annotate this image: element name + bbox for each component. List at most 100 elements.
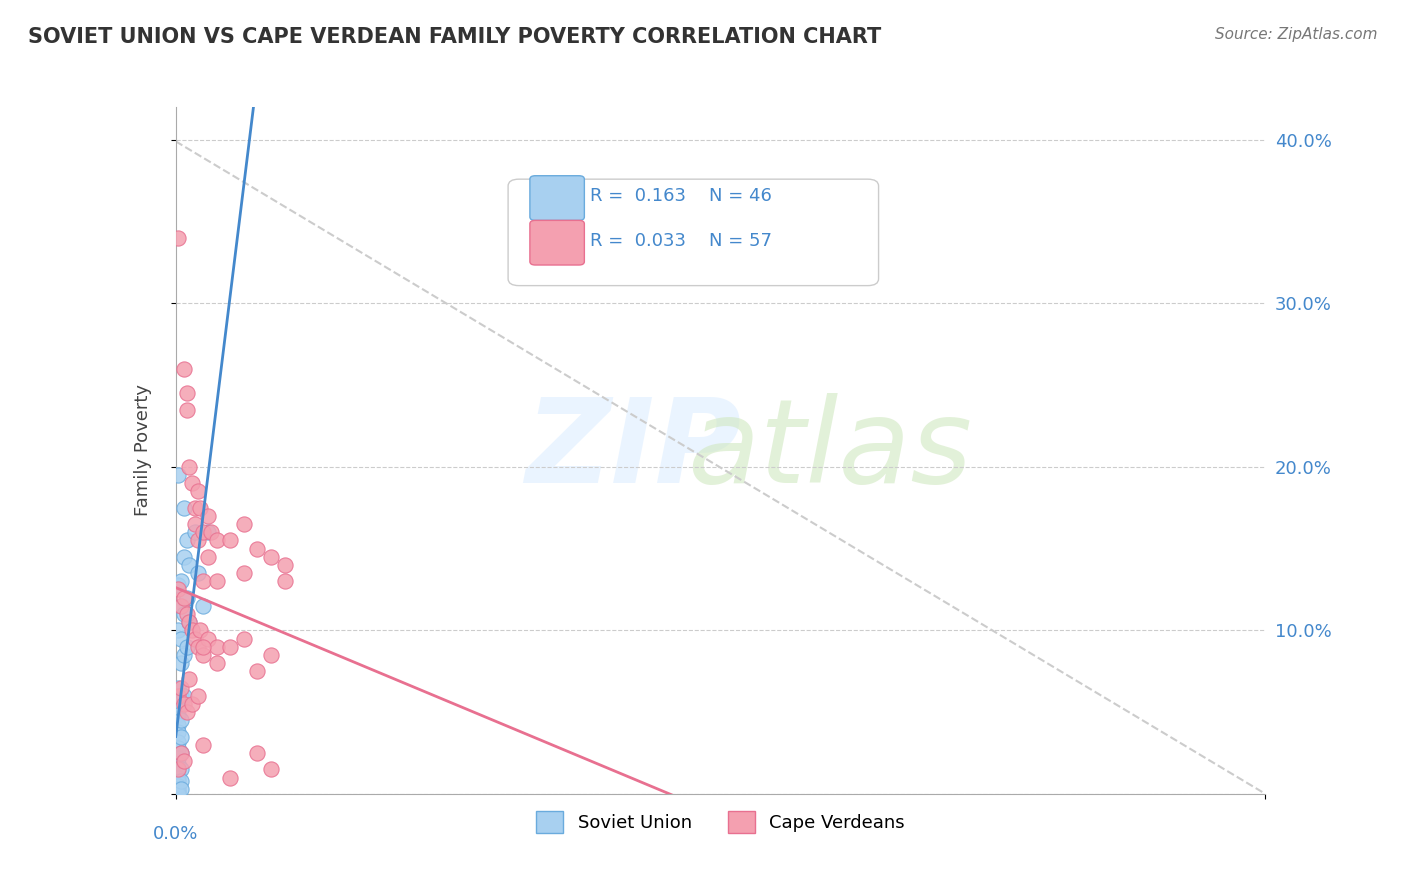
Point [191, 738, 214, 752]
Point [167, 762, 190, 776]
Point [170, 730, 193, 744]
Point [181, 476, 204, 491]
Point [167, 762, 190, 776]
Legend: Soviet Union, Cape Verdeans: Soviet Union, Cape Verdeans [529, 804, 912, 839]
Y-axis label: Family Poverty: Family Poverty [134, 384, 152, 516]
Point [173, 361, 195, 376]
Point [232, 516, 254, 531]
Point [173, 500, 195, 515]
Point [186, 533, 209, 548]
Point [176, 533, 198, 548]
Point [167, 689, 190, 703]
Point [191, 640, 214, 654]
FancyBboxPatch shape [508, 179, 879, 285]
Point [219, 533, 242, 548]
Point [167, 624, 190, 638]
Point [205, 533, 228, 548]
Point [179, 558, 201, 572]
Point [170, 689, 193, 703]
Text: atlas: atlas [688, 393, 972, 508]
Point [176, 705, 198, 719]
Point [167, 724, 190, 739]
Point [184, 500, 207, 515]
Point [167, 785, 190, 799]
Point [167, 781, 190, 797]
Point [173, 549, 195, 564]
Point [197, 549, 219, 564]
Text: Source: ZipAtlas.com: Source: ZipAtlas.com [1215, 27, 1378, 42]
Point [205, 574, 228, 589]
Point [167, 741, 190, 756]
Point [232, 566, 254, 580]
Point [188, 624, 211, 638]
Point [274, 558, 297, 572]
Point [167, 697, 190, 711]
Point [173, 697, 195, 711]
Point [170, 632, 193, 646]
Point [179, 615, 201, 630]
Point [170, 746, 193, 760]
Text: ZIP: ZIP [526, 393, 741, 508]
Point [167, 734, 190, 748]
FancyBboxPatch shape [530, 176, 585, 220]
Point [167, 577, 190, 591]
Point [170, 599, 193, 613]
Point [170, 599, 193, 613]
Point [173, 591, 195, 605]
Point [186, 566, 209, 580]
Text: 0.0%: 0.0% [153, 825, 198, 843]
Point [167, 708, 190, 723]
Point [188, 500, 211, 515]
Point [186, 640, 209, 654]
Point [246, 746, 269, 760]
Point [179, 673, 201, 687]
Point [167, 582, 190, 597]
Point [173, 689, 195, 703]
Point [167, 681, 190, 695]
Text: R =  0.033    N = 57: R = 0.033 N = 57 [591, 232, 772, 250]
Point [179, 615, 201, 630]
Point [167, 787, 190, 801]
Point [197, 508, 219, 523]
Point [170, 574, 193, 589]
Point [176, 402, 198, 417]
Point [191, 525, 214, 540]
Point [219, 771, 242, 785]
Point [176, 640, 198, 654]
Point [167, 779, 190, 793]
Point [191, 599, 214, 613]
Point [173, 754, 195, 768]
Point [186, 689, 209, 703]
Point [197, 632, 219, 646]
Point [186, 484, 209, 499]
Point [167, 718, 190, 732]
Point [191, 648, 214, 662]
Point [205, 640, 228, 654]
Point [176, 591, 198, 605]
Point [274, 574, 297, 589]
Point [176, 607, 198, 621]
Point [167, 767, 190, 781]
Point [170, 681, 193, 695]
Point [205, 656, 228, 670]
Point [170, 762, 193, 776]
Text: SOVIET UNION VS CAPE VERDEAN FAMILY POVERTY CORRELATION CHART: SOVIET UNION VS CAPE VERDEAN FAMILY POVE… [28, 27, 882, 46]
Point [167, 757, 190, 772]
Point [170, 746, 193, 760]
Point [167, 231, 190, 245]
Point [167, 773, 190, 788]
Point [170, 781, 193, 797]
Point [167, 783, 190, 797]
Point [181, 624, 204, 638]
Point [184, 632, 207, 646]
Point [200, 525, 222, 540]
Point [167, 467, 190, 482]
Point [170, 773, 193, 788]
Point [167, 751, 190, 765]
Point [173, 648, 195, 662]
Text: R =  0.163    N = 46: R = 0.163 N = 46 [591, 187, 772, 205]
Point [181, 697, 204, 711]
Point [173, 607, 195, 621]
FancyBboxPatch shape [530, 220, 585, 265]
Point [260, 648, 283, 662]
